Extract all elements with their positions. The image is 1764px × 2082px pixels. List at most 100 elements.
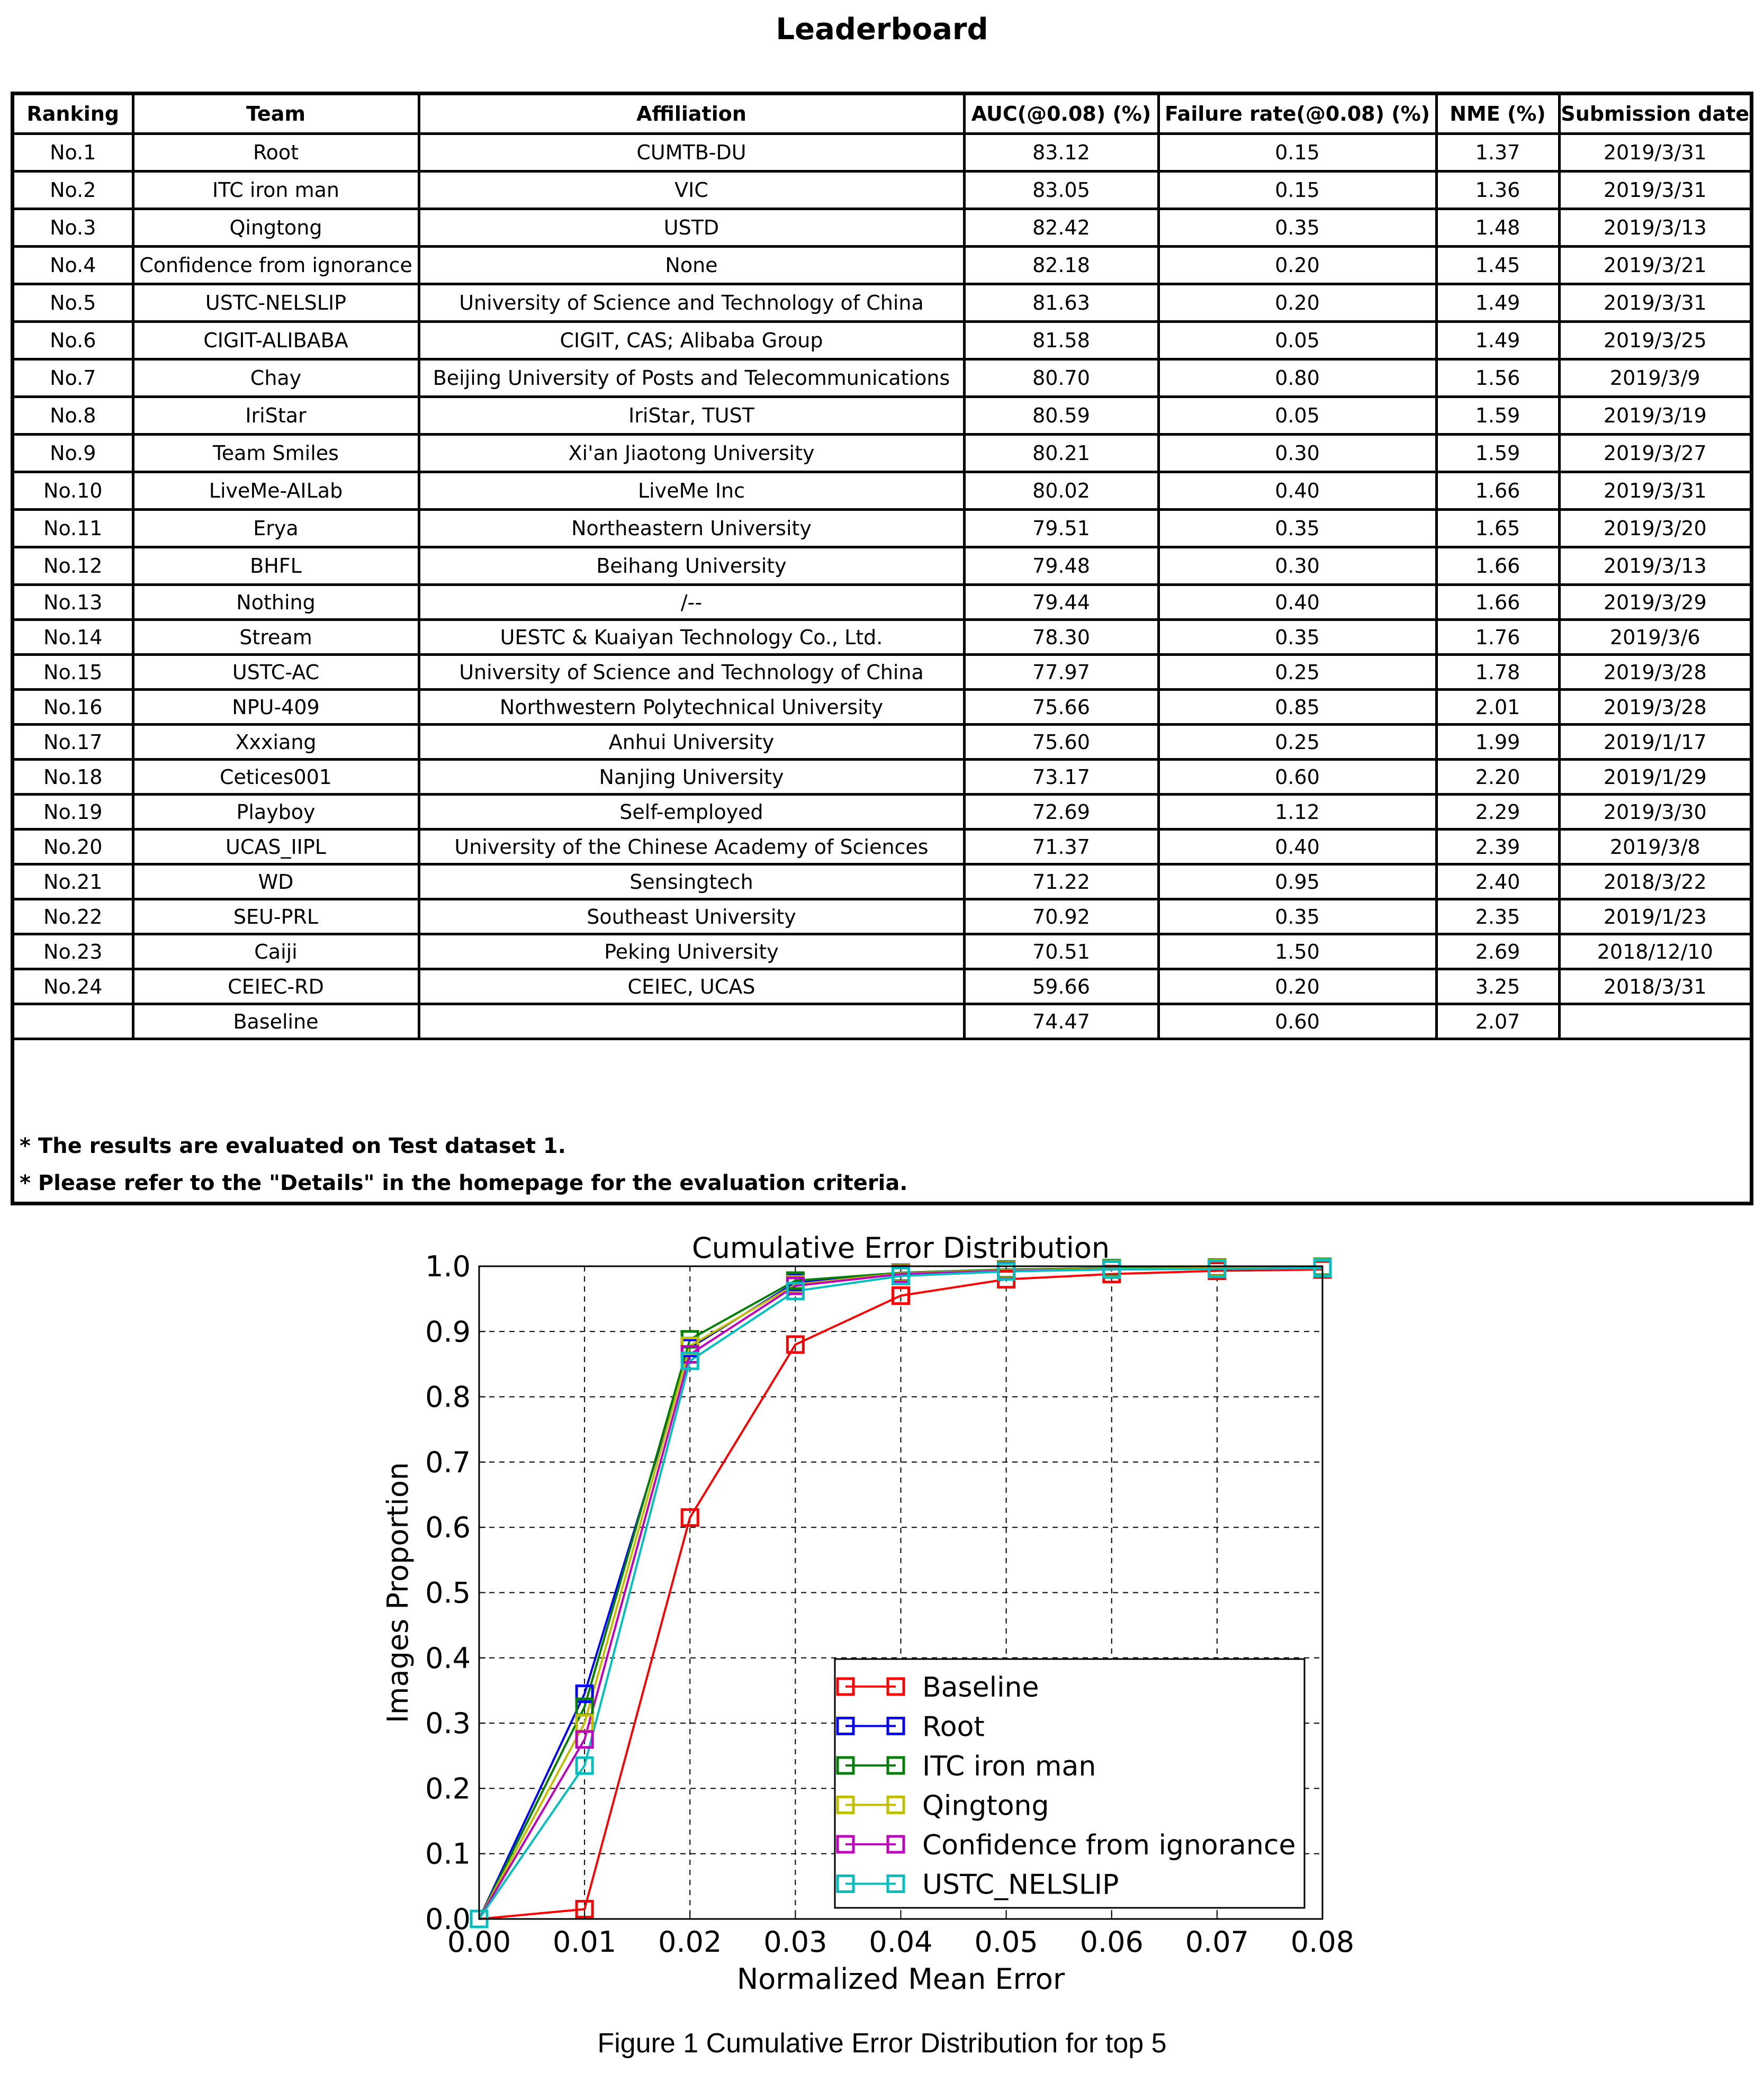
cell-nme: 2.07: [1435, 1003, 1561, 1040]
cell-nme: 1.66: [1435, 471, 1561, 511]
cell-failure-rate: 0.35: [1157, 208, 1438, 248]
cell-team: Chay: [131, 358, 420, 398]
cell-failure-rate: 0.20: [1157, 968, 1438, 1005]
cell-failure-rate: 1.12: [1157, 793, 1438, 831]
cell-affiliation: Anhui University: [417, 723, 966, 761]
legend-marker: [836, 1756, 855, 1775]
cell-failure-rate: 0.60: [1157, 1003, 1438, 1040]
table-row: No.7 Chay Beijing University of Posts and …: [14, 358, 1750, 398]
table-row: No.17 Xxxiang Anhui University 75.60 0.25 1.9…: [14, 723, 1750, 761]
table-note: * Please refer to the "Details" in the h…: [20, 1171, 908, 1195]
cell-auc: 80.70: [962, 358, 1160, 398]
cell-nme: 3.25: [1435, 968, 1561, 1005]
series-line: [478, 1267, 1323, 1920]
series-point: [680, 1351, 699, 1371]
cell-auc: 79.51: [962, 508, 1160, 548]
table-row: No.18 Cetices001 Nanjing University 73.17 0.…: [14, 758, 1750, 796]
cell-auc: 80.02: [962, 471, 1160, 511]
cell-auc: 72.69: [962, 793, 1160, 831]
cell-ranking: No.24: [14, 968, 134, 1005]
cell-nme: 1.45: [1435, 245, 1561, 285]
cell-ranking: No.7: [14, 358, 134, 398]
cell-submission-date: 2019/3/19: [1558, 395, 1750, 436]
cell-failure-rate: 0.15: [1157, 170, 1438, 210]
cell-auc: 79.48: [962, 546, 1160, 586]
legend-label: Baseline: [922, 1672, 1039, 1704]
cell-auc: 80.21: [962, 433, 1160, 473]
cell-nme: 1.49: [1435, 320, 1561, 360]
cell-affiliation: [417, 1003, 966, 1040]
cell-ranking: No.8: [14, 395, 134, 436]
x-tick-label: 0.03: [763, 1925, 827, 1959]
x-tick-label: 0.05: [975, 1925, 1038, 1959]
cell-team: SEU-PRL: [131, 898, 420, 935]
cell-auc: 77.97: [962, 653, 1160, 691]
cell-nme: 2.29: [1435, 793, 1561, 831]
cell-auc: 73.17: [962, 758, 1160, 796]
cell-team: NPU-409: [131, 688, 420, 726]
cumulative-error-chart: 0.00 0.01 0.02 0.03 0.04 0.05 0.06 0.07 0.08 0.0 0…: [381, 1231, 1354, 1996]
cell-team: Caiji: [131, 933, 420, 970]
cell-ranking: No.17: [14, 723, 134, 761]
cell-nme: 1.56: [1435, 358, 1561, 398]
x-tick-label: 0.02: [658, 1925, 722, 1959]
y-tick-label: 0.7: [425, 1446, 471, 1479]
cell-failure-rate: 0.35: [1157, 898, 1438, 935]
y-tick-label: 0.9: [425, 1315, 471, 1348]
cell-submission-date: 2019/3/13: [1558, 546, 1750, 586]
legend-marker: [886, 1677, 905, 1696]
cell-affiliation: Sensingtech: [417, 863, 966, 900]
cell-affiliation: Beijing University of Posts and Telecomm…: [417, 358, 966, 398]
x-tick-label: 0.06: [1080, 1925, 1144, 1959]
cell-submission-date: 2019/3/20: [1558, 508, 1750, 548]
series-line: [479, 1268, 1323, 1920]
cell-failure-rate: 0.20: [1157, 283, 1438, 323]
cell-nme: 1.36: [1435, 170, 1561, 210]
cell-failure-rate: 0.25: [1157, 723, 1438, 761]
legend-label: Root: [922, 1711, 985, 1743]
cell-affiliation: University of Science and Technology of …: [417, 283, 966, 323]
cell-team: USTC-AC: [131, 653, 420, 691]
header-failure-rate: Failure rate(@0.08) (%): [1157, 95, 1438, 135]
cell-affiliation: IriStar, TUST: [417, 395, 966, 436]
cell-auc: 70.51: [962, 933, 1160, 970]
cell-submission-date: 2019/3/8: [1558, 828, 1750, 866]
table-row: No.8 IriStar IriStar, TUST 80.59 0.05 1.59 201…: [14, 395, 1750, 436]
header-affiliation: Affiliation: [417, 95, 966, 135]
leaderboard-table: Ranking Team Affiliation AUC(@0.08) (%) …: [11, 92, 1753, 1205]
cell-team: BHFL: [131, 546, 420, 586]
y-tick-label: 1.0: [425, 1250, 471, 1283]
table-row: Baseline 74.47 0.60 2.07: [14, 1003, 1750, 1040]
cell-failure-rate: 0.85: [1157, 688, 1438, 726]
cell-failure-rate: 0.40: [1157, 471, 1438, 511]
cell-team: LiveMe-AILab: [131, 471, 420, 511]
cell-affiliation: USTD: [417, 208, 966, 248]
cell-affiliation: Xi'an Jiaotong University: [417, 433, 966, 473]
cell-nme: 1.59: [1435, 433, 1561, 473]
cell-ranking: No.22: [14, 898, 134, 935]
cell-team: USTC-NELSLIP: [131, 283, 420, 323]
cell-nme: 1.37: [1435, 132, 1561, 173]
cell-ranking: [14, 1003, 134, 1040]
cell-affiliation: CEIEC, UCAS: [417, 968, 966, 1005]
legend-marker: [886, 1717, 905, 1735]
cell-submission-date: 2019/3/27: [1558, 433, 1750, 473]
cell-failure-rate: 0.05: [1157, 320, 1438, 360]
cell-auc: 71.37: [962, 828, 1160, 866]
cell-failure-rate: 0.25: [1157, 653, 1438, 691]
cell-ranking: No.5: [14, 283, 134, 323]
cell-nme: 2.01: [1435, 688, 1561, 726]
cell-failure-rate: 0.30: [1157, 433, 1438, 473]
legend-marker: [836, 1835, 855, 1854]
cell-team: Nothing: [131, 583, 420, 621]
cell-affiliation: UESTC & Kuaiyan Technology Co., Ltd.: [417, 618, 966, 656]
cell-submission-date: 2019/3/25: [1558, 320, 1750, 360]
cell-auc: 83.12: [962, 132, 1160, 173]
cell-failure-rate: 0.80: [1157, 358, 1438, 398]
cell-submission-date: 2019/1/23: [1558, 898, 1750, 935]
series-point: [997, 1262, 1016, 1281]
legend-label: Qingtong: [922, 1790, 1049, 1822]
chart-title: Cumulative Error Distribution: [692, 1231, 1110, 1265]
cell-affiliation: None: [417, 245, 966, 285]
cell-submission-date: 2019/3/21: [1558, 245, 1750, 285]
